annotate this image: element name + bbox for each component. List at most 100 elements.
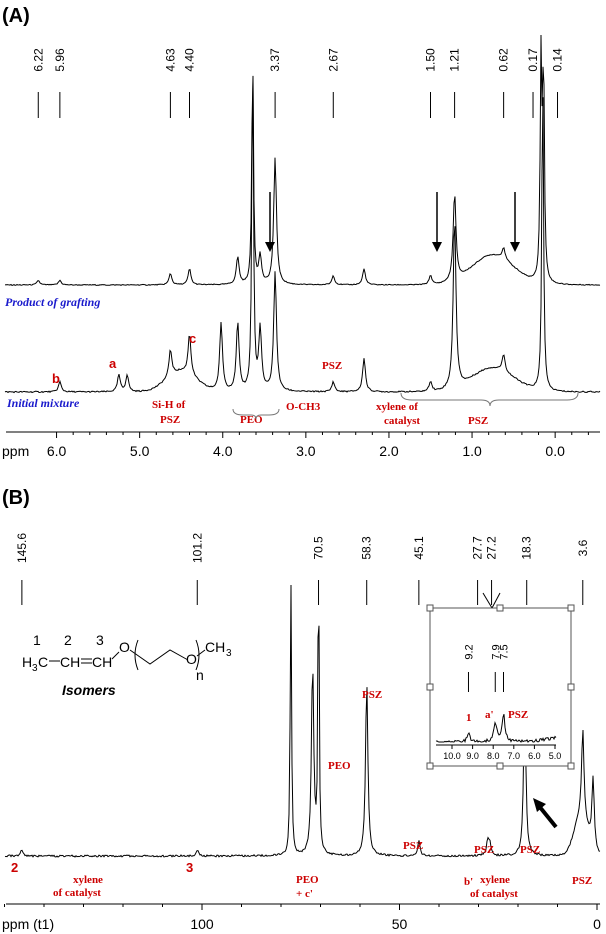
trace-label-product: Product of grafting — [5, 295, 100, 309]
isomers-caption: Isomers — [62, 682, 116, 698]
inset-zoom: 9.2 7.97.5 10.0 9.0 8.0 7.0 6.0 5.0 1 a' PSZ — [426, 592, 575, 770]
panel-b-peak-label-3-6: 3.6 — [576, 539, 590, 556]
structure-num-1: 1 — [33, 632, 41, 648]
annotation-peo: PEO — [240, 414, 263, 426]
panel-a-tick-label-4-0: 4.0 — [213, 443, 233, 459]
panel-b-axis-title: ppm (t1) — [2, 916, 54, 932]
arrow-3-37-head — [265, 242, 275, 252]
annotation-c: c — [189, 331, 196, 346]
annotation-xylene-line1: xylene of — [376, 401, 418, 413]
panel-a-tick-label-0-0: 0.0 — [545, 443, 565, 459]
trace-label-initial: Initial mixture — [6, 396, 80, 410]
panel-b-tick-label-50: 50 — [392, 916, 408, 932]
isomer-structure: 1 2 3 H 3 C CH CH O O CH 3 n Isomers — [22, 632, 232, 698]
panel-a-tick-label-1-0: 1.0 — [462, 443, 482, 459]
inset-tick-label-9-0: 9.0 — [466, 751, 479, 761]
structure-n: n — [196, 667, 204, 683]
structure-c: C — [38, 654, 48, 670]
panel-a-peak-label-0-14: 0.14 — [551, 48, 565, 72]
inset-tick-label-7-0: 7.0 — [508, 751, 521, 761]
annotation-psz-2-67: PSZ — [322, 360, 342, 372]
annotation-psz-18: PSZ — [520, 844, 540, 856]
panel-a-peak-label-3-37: 3.37 — [268, 48, 282, 72]
annotation-xylene-left-line1: xylene — [73, 874, 103, 886]
structure-paren-left — [134, 639, 139, 671]
inset-tick-label-10-0: 10.0 — [443, 751, 461, 761]
panel-a-tick-label-3-0: 3.0 — [296, 443, 316, 459]
annotation-xylene-right-line2: of catalyst — [470, 888, 518, 900]
structure-ch3: CH — [205, 639, 225, 655]
panel-a-tick-label-2-0: 2.0 — [379, 443, 399, 459]
annotation-peo-bottom-line1: PEO — [296, 874, 319, 886]
panel-b-peak-label-45-1: 45.1 — [412, 536, 426, 560]
panel-a-x-axis: 6.0 5.0 4.0 3.0 2.0 1.0 0.0 — [6, 431, 600, 459]
inset-handle-ml — [426, 683, 434, 691]
panel-a-peak-label-2-67: 2.67 — [326, 48, 340, 72]
panel-a-peak-label-5-96: 5.96 — [53, 48, 67, 72]
inset-pointer-head — [533, 798, 546, 812]
inset-frame — [429, 607, 572, 767]
structure-h: H — [22, 654, 32, 670]
annotation-peo-mid: PEO — [328, 760, 351, 772]
arrow-0-62-head — [510, 242, 520, 252]
annotation-3: 3 — [186, 860, 193, 875]
annotation-a: a — [109, 356, 117, 371]
inset-x-axis: 10.0 9.0 8.0 7.0 6.0 5.0 — [443, 745, 561, 761]
structure-ch3-sub: 3 — [226, 648, 232, 659]
annotation-2: 2 — [11, 860, 18, 875]
structure-h3-sub: 3 — [32, 663, 38, 674]
inset-handle-bc — [496, 762, 504, 770]
structure-bond-2 — [111, 651, 120, 660]
panel-a-label: (A) — [2, 5, 30, 27]
annotation-psz-27: PSZ — [474, 844, 494, 856]
panel-b-peak-label-27-2: 27.2 — [485, 536, 499, 560]
inset-handle-mr — [567, 683, 575, 691]
inset-peak-labels: 9.2 7.97.5 — [463, 644, 511, 692]
arrow-1-50-head — [432, 242, 442, 252]
annotation-psz-broad: PSZ — [468, 415, 488, 427]
inset-handle-bl — [426, 762, 434, 770]
product-of-grafting-trace — [4, 34, 601, 286]
inset-peak-label-7-5: 7.5 — [499, 644, 511, 659]
panel-a-peak-label-1-50: 1.50 — [424, 48, 438, 72]
panel-a-tick-label-6-0: 6.0 — [47, 443, 67, 459]
inset-pointer-arrow — [533, 798, 558, 829]
panel-b-peak-label-70-5: 70.5 — [312, 536, 326, 560]
panel-a-arrows — [265, 192, 520, 252]
annotation-psz-45: PSZ — [403, 840, 423, 852]
panel-a-peak-label-4-40: 4.40 — [183, 48, 197, 72]
structure-ch-1: CH — [60, 654, 80, 670]
panel-b-peak-label-18-3: 18.3 — [520, 536, 534, 560]
brace-peo — [232, 408, 280, 420]
panel-a-peak-label-0-62: 0.62 — [497, 48, 511, 72]
structure-num-3: 3 — [96, 632, 104, 648]
panel-b-tick-label-0: 0 — [593, 916, 601, 932]
panel-b-tick-label-100: 100 — [190, 916, 214, 932]
panel-b-label: (B) — [2, 487, 30, 509]
annotation-xylene-right-line1: xylene — [480, 874, 510, 886]
annotation-psz-58: PSZ — [362, 689, 382, 701]
panel-b-peak-label-58-3: 58.3 — [360, 536, 374, 560]
inset-handle-tr — [567, 604, 575, 612]
panel-a-spectra — [4, 34, 601, 394]
inset-peak-label-9-2: 9.2 — [463, 644, 475, 659]
brace-psz — [400, 392, 579, 407]
panel-b-x-axis: 100 50 0 — [4, 903, 601, 932]
structure-ch-2: CH — [92, 654, 112, 670]
panel-b-peak-label-101-2: 101.2 — [190, 533, 204, 563]
structure-bond-3 — [196, 649, 206, 657]
panel-a-peak-labels: 6.22 5.96 4.63 4.40 3.37 2.67 1.50 1.21 0.62 0.17… — [31, 48, 565, 118]
inset-tick-label-5-0: 5.0 — [549, 751, 562, 761]
inset-tick-label-8-0: 8.0 — [487, 751, 500, 761]
annotation-och3: O-CH3 — [286, 401, 321, 413]
annotation-peo-bottom-line2: + c' — [296, 888, 313, 900]
annotation-psz-3: PSZ — [572, 875, 592, 887]
panel-b-peak-labels: 145.6 101.2 70.5 58.3 45.1 27.7 27.2 18.3 3.6 — [15, 533, 590, 605]
inset-leader-1 — [482, 592, 493, 609]
annotation-xylene-left-line2: of catalyst — [53, 887, 101, 899]
inset-tick-label-6-0: 6.0 — [528, 751, 541, 761]
annotation-b-prime: b' — [464, 876, 473, 888]
inset-handle-tl — [426, 604, 434, 612]
annotation-xylene-line2: catalyst — [384, 415, 420, 427]
